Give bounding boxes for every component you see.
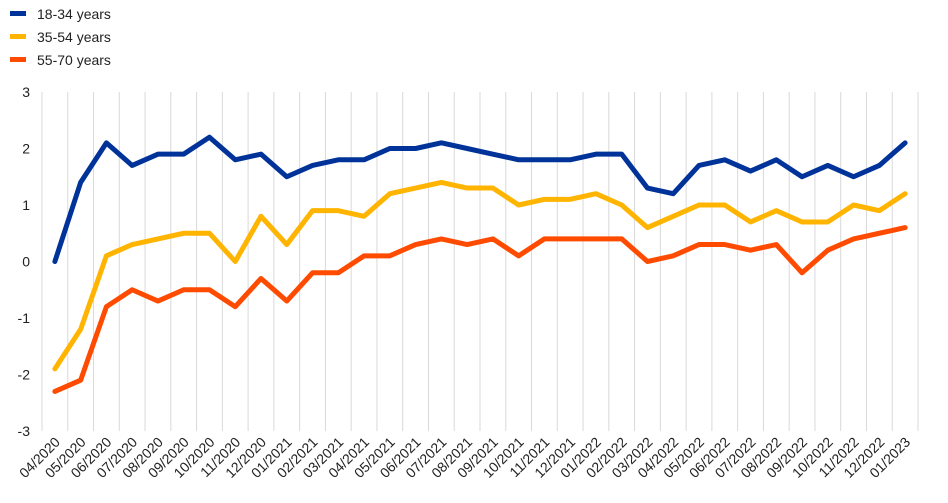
- legend-item-18-34: 18-34 years: [10, 2, 111, 25]
- x-axis: 04/202005/202006/202007/202008/202009/20…: [16, 434, 913, 481]
- legend-item-35-54: 35-54 years: [10, 25, 111, 48]
- legend-swatch-55-70: [10, 57, 26, 62]
- series-line-35-54: [52, 179, 908, 372]
- y-tick-label: 3: [22, 84, 30, 100]
- y-tick-label: 1: [22, 197, 30, 213]
- legend-label-55-70: 55-70 years: [37, 51, 111, 68]
- series-lines: [52, 134, 908, 394]
- grid-lines: [41, 92, 919, 431]
- series-line-18-34: [52, 134, 908, 264]
- y-tick-label: -3: [18, 423, 31, 439]
- y-tick-label: -1: [18, 310, 31, 326]
- legend-item-55-70: 55-70 years: [10, 48, 111, 71]
- y-tick-label: 2: [22, 141, 30, 157]
- legend-label-18-34: 18-34 years: [37, 5, 111, 22]
- y-tick-label: -2: [18, 367, 31, 383]
- legend-label-35-54: 35-54 years: [37, 28, 111, 45]
- y-tick-label: 0: [22, 254, 30, 270]
- legend: 18-34 years 35-54 years 55-70 years: [10, 2, 111, 71]
- y-axis: 3 2 1 0 -1 -2 -3: [18, 84, 31, 439]
- series-line-55-70: [52, 225, 908, 394]
- legend-swatch-35-54: [10, 34, 26, 39]
- legend-swatch-18-34: [10, 11, 26, 16]
